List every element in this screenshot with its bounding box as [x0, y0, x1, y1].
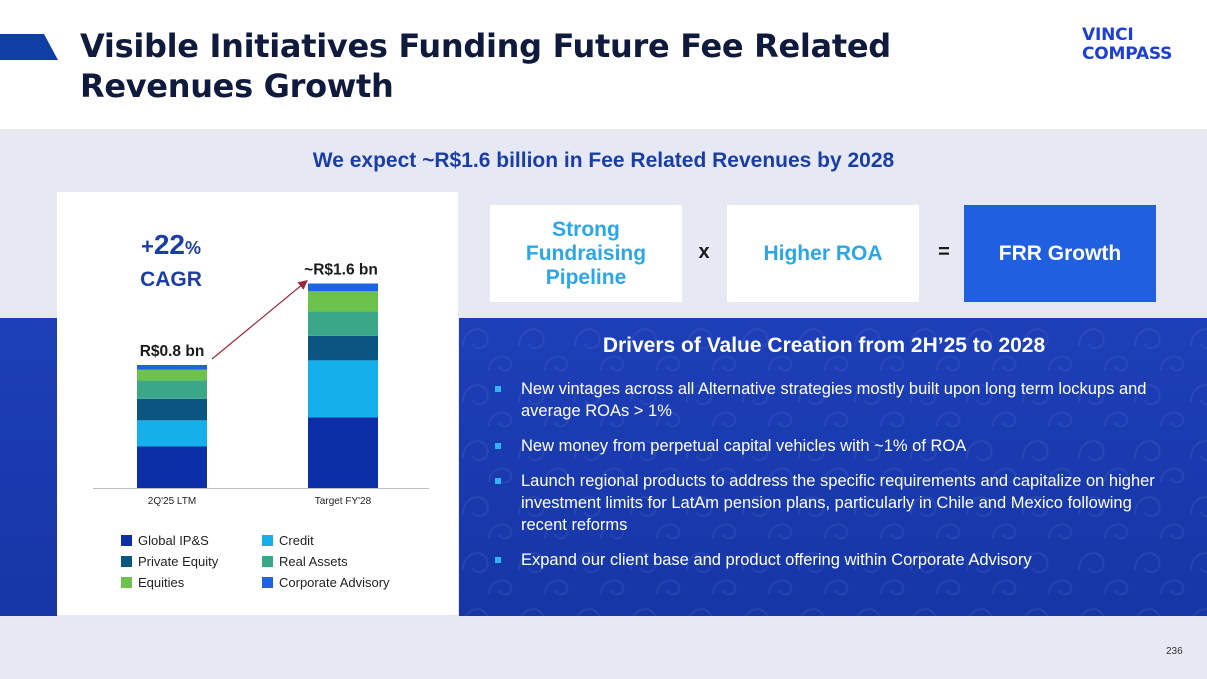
cagr-value: +22% — [141, 229, 201, 260]
subtitle: We expect ~R$1.6 billion in Fee Related … — [312, 149, 895, 172]
legend-swatch — [262, 535, 273, 546]
legend-label: Credit — [279, 533, 314, 548]
legend-item-real-assets: Real Assets — [262, 555, 348, 569]
logo-line-1: VINCI — [1082, 25, 1134, 45]
legend-item-private-equity: Private Equity — [121, 555, 218, 569]
bar-segment-equities-1 — [137, 369, 207, 381]
driver-bullet-1: New vintages across all Alternative stra… — [491, 378, 1161, 422]
bar-total-label: ~R$1.6 bn — [304, 262, 378, 279]
legend-label: Global IP&S — [138, 533, 209, 548]
driver-bullet-3: Launch regional products to address the … — [491, 470, 1161, 536]
legend-label: Equities — [138, 575, 185, 590]
logo-line-2: COMPASS — [1082, 44, 1173, 64]
legend-label: Corporate Advisory — [279, 575, 390, 590]
bar-segment-global-ip-s-2 — [308, 417, 378, 488]
frr-growth-box: FRR Growth — [964, 205, 1156, 302]
cagr-label: CAGR — [140, 268, 202, 291]
bar-segment-equities-2 — [308, 291, 378, 312]
blue-band-left — [0, 318, 57, 616]
bar-segment-real-assets-1 — [137, 380, 207, 399]
growth-arrow — [211, 279, 308, 360]
bar-segment-credit-1 — [137, 420, 207, 447]
legend-swatch — [121, 556, 132, 567]
driver-bullet-4: Expand our client base and product offer… — [491, 549, 1161, 571]
legend-label: Private Equity — [138, 554, 219, 569]
legend-item-equities: Equities — [121, 576, 184, 590]
stacked-bar-chart: 2Q'25 LTM R$0.8 bn Target FY'28 ~R$1.6 bn +2… — [93, 229, 429, 507]
bar-total-label: R$0.8 bn — [140, 343, 205, 360]
x-tick-label: 2Q'25 LTM — [148, 496, 196, 507]
legend-item-global-ip-s: Global IP&S — [121, 534, 209, 548]
multiply-operator: x — [698, 241, 710, 263]
legend-item-corporate-advisory: Corporate Advisory — [262, 576, 390, 590]
legend-swatch — [121, 535, 132, 546]
bar-segment-real-assets-2 — [308, 311, 378, 336]
bar-segment-corporate-advisory-1 — [137, 365, 207, 370]
header — [0, 0, 1207, 129]
legend-swatch — [262, 556, 273, 567]
bar-segment-private-equity-1 — [137, 398, 207, 421]
bar-segment-global-ip-s-1 — [137, 446, 207, 488]
chart-card: 2Q'25 LTM R$0.8 bn Target FY'28 ~R$1.6 bn +2… — [57, 192, 458, 615]
bar-segment-private-equity-2 — [308, 335, 378, 361]
legend-label: Real Assets — [279, 554, 348, 569]
legend-swatch — [121, 577, 132, 588]
page-number: 236 — [1166, 646, 1183, 657]
drivers-list: New vintages across all Alternative stra… — [491, 378, 1161, 584]
equals-operator: = — [938, 241, 950, 263]
bar-segment-corporate-advisory-2 — [308, 283, 378, 292]
vinci-compass-logo: VINCI COMPASS — [1082, 26, 1172, 64]
drivers-title: Drivers of Value Creation from 2H’25 to … — [602, 334, 1046, 357]
driver-bullet-2: New money from perpetual capital vehicle… — [491, 435, 1161, 457]
legend-swatch — [262, 577, 273, 588]
x-tick-label: Target FY'28 — [315, 496, 372, 507]
drivers-panel: Drivers of Value Creation from 2H’25 to … — [459, 318, 1207, 616]
strong-fundraising-box: Strong Fundraising Pipeline — [490, 205, 682, 302]
decorative-pattern — [459, 318, 1207, 616]
bar-segment-credit-2 — [308, 360, 378, 418]
legend-item-credit: Credit — [262, 534, 314, 548]
higher-roa-box: Higher ROA — [727, 205, 919, 302]
page-title: Visible Initiatives Funding Future Fee R… — [80, 27, 891, 105]
